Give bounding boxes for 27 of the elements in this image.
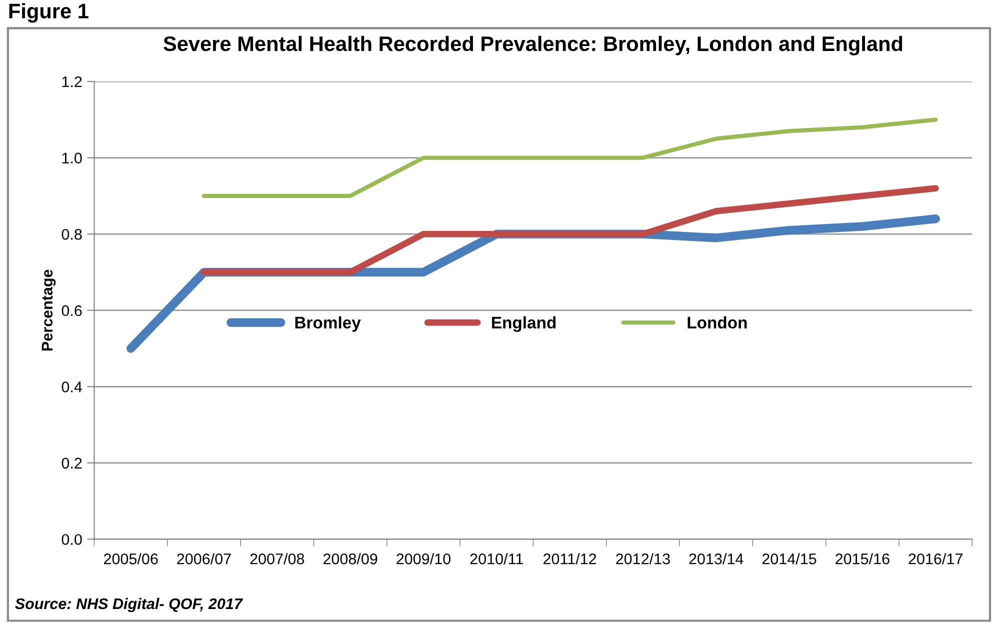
y-tick-label: 0.6 [62, 305, 82, 316]
y-axis-title: Percentage [42, 270, 56, 351]
x-tick-label: 2011/12 [544, 553, 596, 564]
y-tick-label: 0.8 [62, 228, 82, 240]
x-tick-label: 2010/11 [470, 553, 523, 564]
legend-label: England [492, 316, 556, 332]
y-tick-label: 1.0 [62, 152, 82, 164]
y-tick-label: 0.2 [62, 458, 82, 469]
legend-label: London [688, 316, 747, 329]
x-tick-label: 2015/16 [836, 553, 890, 564]
x-tick-label: 2014/15 [762, 553, 816, 564]
x-tick-label: 2005/06 [104, 553, 158, 564]
chart-title: Severe Mental Health Recorded Prevalence: Bromley, London and England [164, 36, 902, 56]
caption: Figure 1 [9, 3, 88, 23]
source-note: Source: NHS Digital- QOF, 2017 [15, 598, 243, 612]
y-tick-label: 0.4 [62, 382, 82, 392]
x-tick-label: 2008/09 [323, 553, 378, 564]
x-tick-label: 2009/10 [396, 553, 450, 564]
line-series [202, 118, 938, 198]
x-tick-label: 2013/14 [689, 553, 744, 564]
legend-label: Bromley [295, 316, 361, 332]
y-tick-label: 1.2 [62, 76, 82, 88]
x-tick-label: 2007/08 [250, 553, 304, 564]
x-tick-label: 2016/17 [908, 553, 962, 564]
x-tick-label: 2012/13 [616, 553, 670, 564]
y-tick-label: 0.0 [62, 534, 82, 545]
x-tick-label: 2006/07 [177, 553, 231, 564]
